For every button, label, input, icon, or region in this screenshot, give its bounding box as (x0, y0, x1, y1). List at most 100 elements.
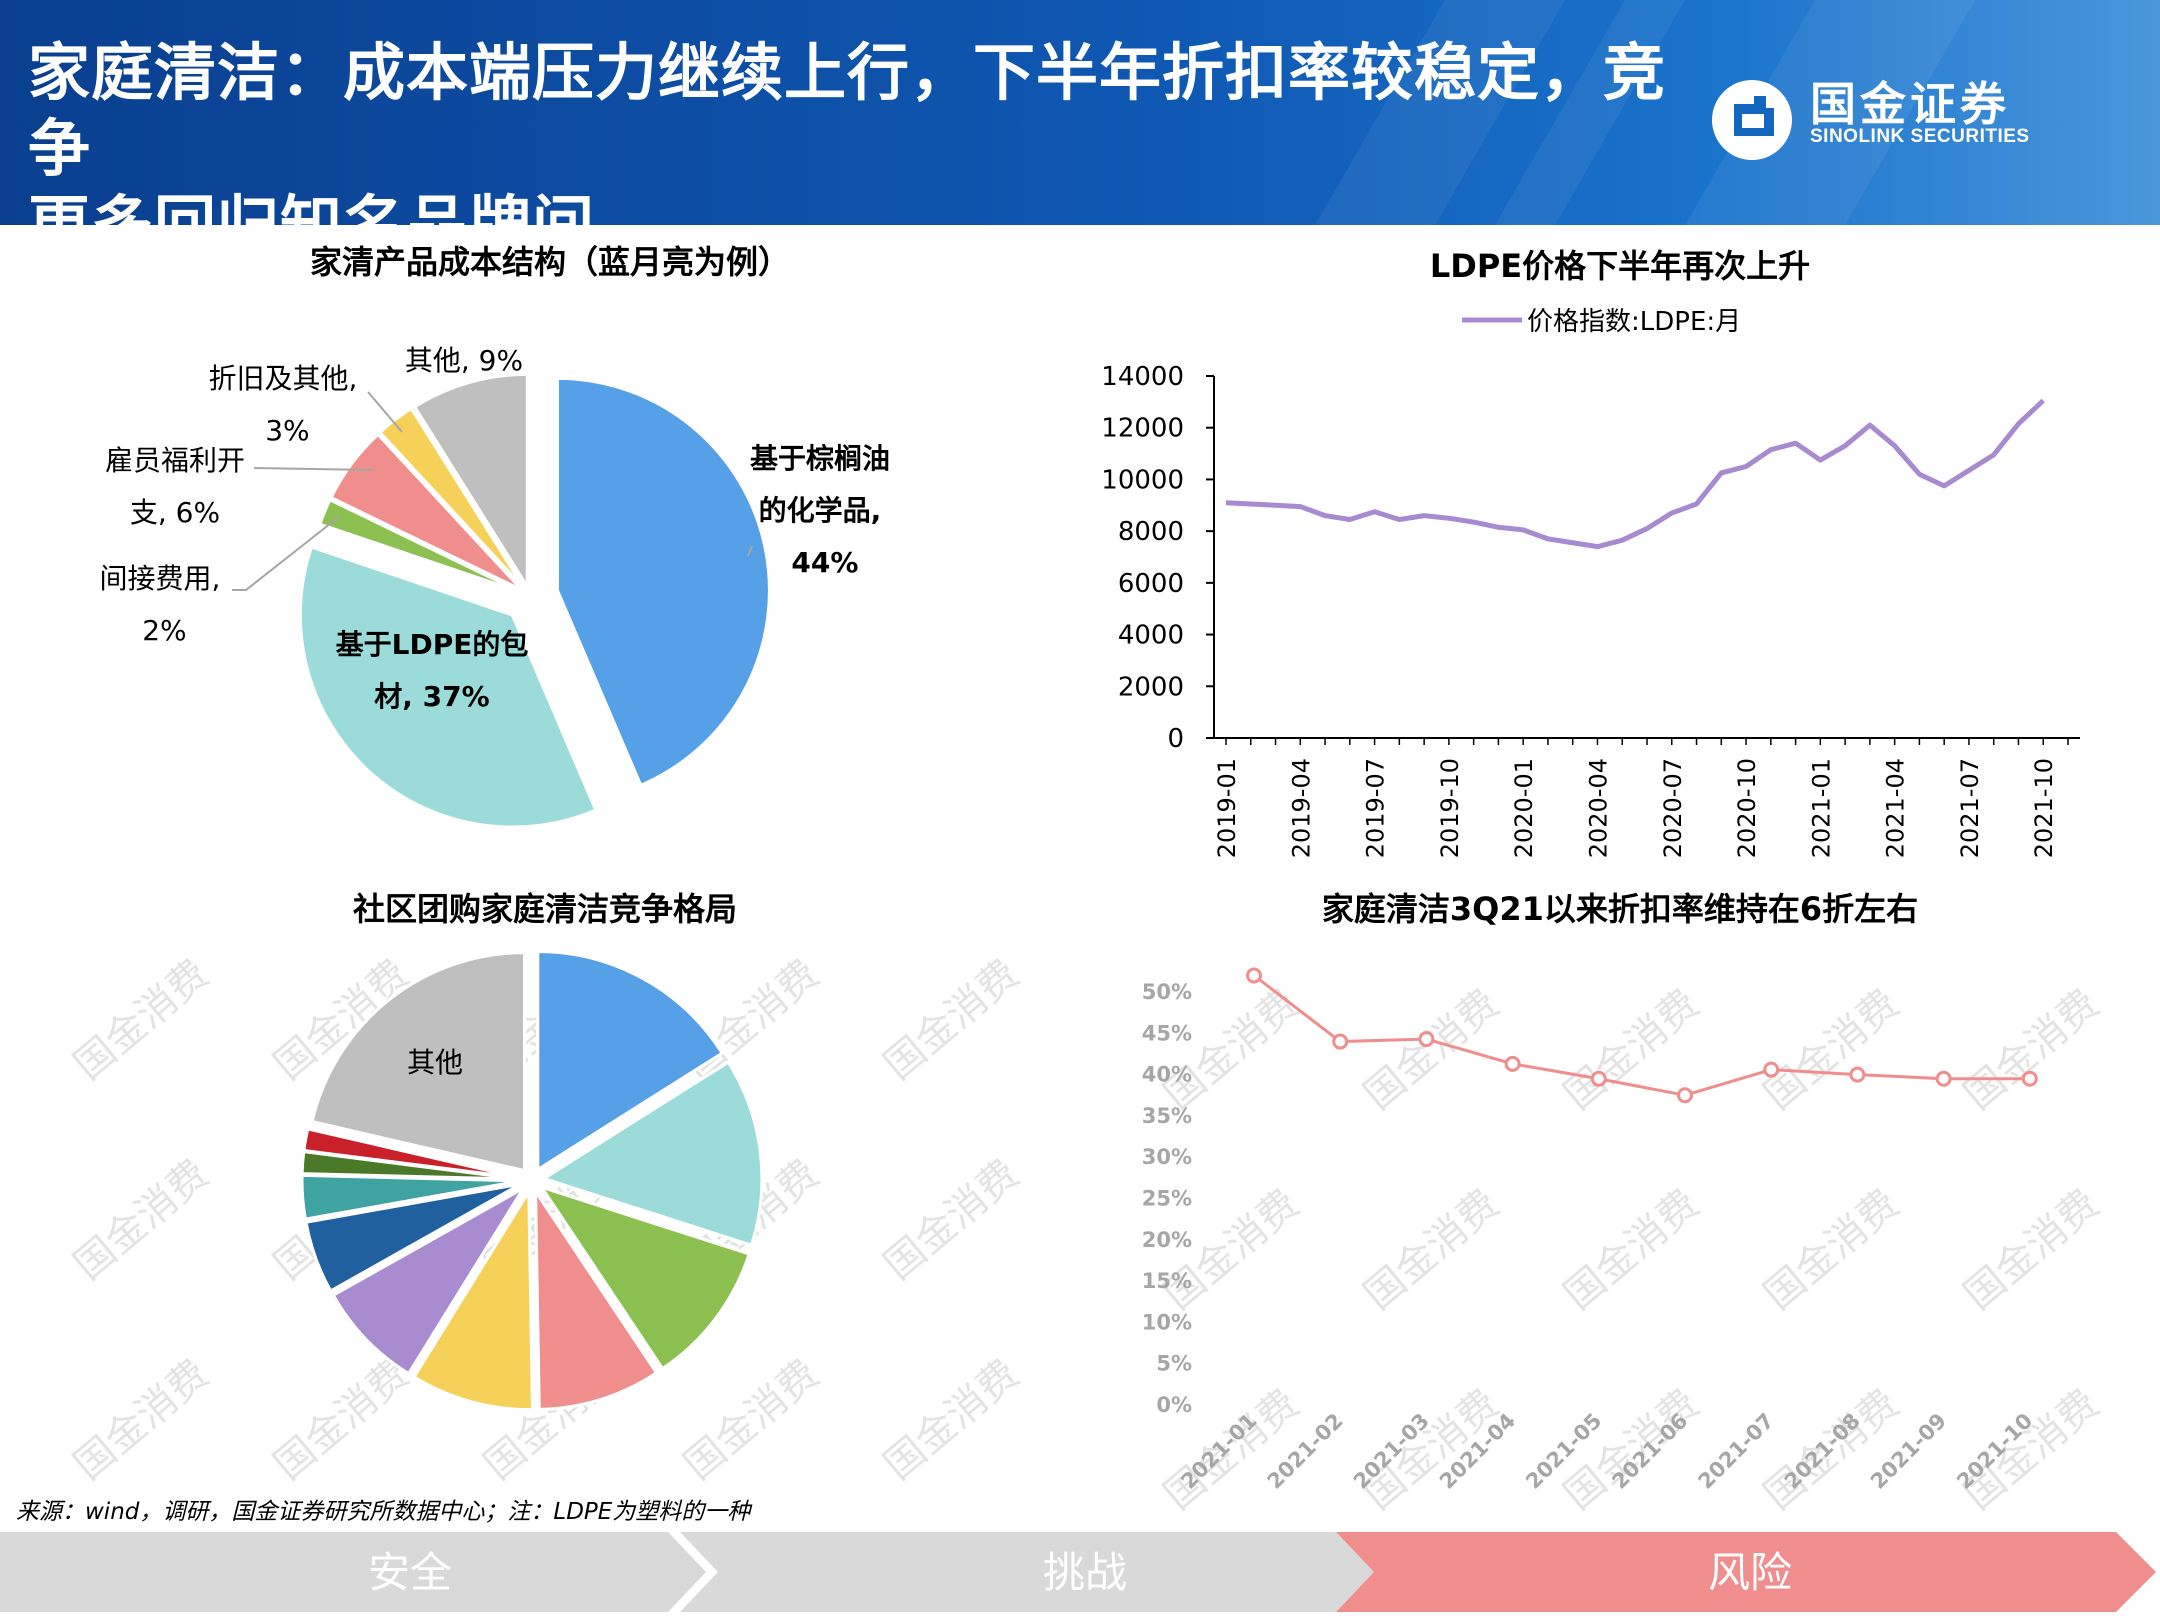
step-safe-label: 安全 (368, 1548, 452, 1597)
line2-point (1763, 1061, 1780, 1078)
pie1-slice-3 (329, 432, 524, 592)
pie1-leader-depreciation (367, 391, 403, 433)
footer-steps: 安全 挑战 风险 (0, 1532, 2156, 1612)
pie2-slice-3 (533, 1186, 659, 1411)
line1-x-tick-label: 2019-04 (1287, 758, 1315, 858)
line2-point (1935, 1070, 1952, 1087)
watermark-text: 国金消费 (1756, 981, 1908, 1119)
watermark-text: 国金消费 (1956, 1181, 2108, 1319)
page-title-line2: 更多回归知名品牌间 (28, 188, 596, 225)
pie2-slice-2 (537, 1184, 752, 1371)
watermark-text: 国金消费 (876, 1351, 1028, 1489)
pie2-slice-4 (411, 1186, 534, 1412)
line2-point (1504, 1055, 1521, 1072)
pie2-slice-6 (304, 1182, 522, 1293)
line1-x-tick-label: 2021-07 (1956, 758, 1984, 858)
line2-point (1246, 967, 1262, 984)
pie1-leader-indirect (232, 515, 341, 591)
pie2-slice-10 (310, 951, 527, 1173)
pie2-slice-7 (300, 1173, 521, 1221)
pie1-slice-4 (377, 406, 526, 590)
line1-y-tick-label: 12000 (1101, 414, 1184, 444)
line1-y-tick-label: 8000 (1118, 517, 1184, 547)
watermark-text: 国金消费 (676, 1351, 828, 1489)
pie2-label-other: 其他 (407, 1046, 463, 1079)
line2-y-tick-label: 10% (1142, 1310, 1192, 1334)
pie1-slice-1 (298, 545, 598, 829)
pie2-chart (300, 949, 764, 1412)
line1-x-tick-label: 2020-04 (1584, 758, 1612, 858)
line2-point (2021, 1070, 2038, 1087)
watermark-text: 国金消费 (66, 1351, 218, 1489)
line1-x-tick-label: 2020-07 (1659, 758, 1687, 858)
header-banner: 家庭清洁：成本端压力继续上行，下半年折扣率较稳定，竞争 更多回归知名品牌间 国金… (0, 0, 2160, 225)
line2-y-tick-label: 45% (1142, 1021, 1192, 1045)
pie2-title: 社区团购家庭清洁竞争格局 (353, 890, 737, 928)
page-title: 家庭清洁：成本端压力继续上行，下半年折扣率较稳定，竞争 更多回归知名品牌间 (28, 35, 1668, 225)
watermark-text: 国金消费 (1956, 981, 2108, 1119)
watermark-text: 国金消费 (1756, 1181, 1908, 1319)
line2-y-tick-label: 40% (1142, 1063, 1192, 1087)
line2-y-tick-label: 35% (1142, 1104, 1192, 1128)
step-risk-label: 风险 (1708, 1548, 1792, 1597)
watermark-text: 国金消费 (876, 951, 1028, 1089)
pie1-label-depreciation: 折旧及其他, 3% (209, 362, 358, 447)
step-safe (0, 1532, 706, 1612)
page-title-line1: 家庭清洁：成本端压力继续上行，下半年折扣率较稳定，竞争 (28, 36, 1667, 185)
line2-y-tick-label: 0% (1156, 1393, 1192, 1417)
step-risk (1336, 1532, 2156, 1612)
line1-chart: 0 2000 4000 6000 8000 10000 12000 14000 2019-01 2… (1101, 362, 2080, 858)
line1-x-tick-label: 2021-04 (1882, 758, 1910, 858)
watermark-text: 国金消费 (1356, 1181, 1508, 1319)
line1-x-tick-label: 2019-01 (1213, 758, 1241, 858)
company-logo: 国金证券 SINOLINK SECURITIES (1708, 68, 2128, 168)
pie1-label-employee: 雇员福利开支, 6% (105, 444, 245, 529)
line2-point (1590, 1070, 1607, 1087)
logo-text-en: SINOLINK SECURITIES (1810, 126, 2030, 147)
line2-title: 家庭清洁3Q21以来折扣率维持在6折左右 (1322, 890, 1918, 928)
line2-point (1418, 1031, 1435, 1048)
watermark-text: 国金消费 (876, 1151, 1028, 1289)
line1-x-tick-label: 2019-10 (1436, 758, 1464, 858)
pie2-slice-5 (331, 1187, 525, 1376)
step-challenge (680, 1532, 1374, 1612)
line1-x-tick-label: 2020-10 (1733, 758, 1761, 858)
line2-y-tick-label: 15% (1142, 1269, 1192, 1293)
line1-x-tick-label: 2021-01 (1807, 758, 1835, 858)
line1-y-tick-label: 0 (1167, 724, 1184, 754)
line1-title: LDPE价格下半年再次上升 (1430, 247, 1810, 285)
line1-y-tick-label: 10000 (1101, 465, 1184, 495)
line1-legend-label: 价格指数:LDPE:月 (1527, 307, 1741, 337)
line2-series (1253, 974, 2030, 1097)
line1-y-tick-label: 14000 (1101, 362, 1184, 392)
line2-point (1849, 1066, 1866, 1083)
pie2-labels: 其他 (407, 1046, 463, 1079)
line2-y-tick-label: 5% (1156, 1352, 1192, 1376)
watermark-text: 国金消费 (66, 951, 218, 1089)
line2-y-tick-label: 20% (1142, 1228, 1192, 1252)
line1-x-tick-label: 2020-01 (1510, 758, 1538, 858)
logo-text-cn: 国金证券 (1810, 77, 2010, 131)
pie1-label-palm: 基于棕榈油的化学品, 44% (750, 442, 890, 579)
pie1-slice-5 (412, 372, 529, 592)
watermark-text: 国金消费 (66, 1151, 218, 1289)
line1-series (1225, 398, 2045, 550)
pie1-slice-0 (555, 376, 771, 788)
pie2-slice-1 (540, 1060, 764, 1248)
pie2-slice-9 (302, 1127, 521, 1180)
pie1-label-ldpe: 基于LDPE的包材, 37% (336, 628, 529, 713)
line2-y-tick-label: 30% (1142, 1145, 1192, 1169)
line1-x-tick-label: 2021-10 (2030, 758, 2058, 858)
line1-y-tick-label: 6000 (1118, 569, 1184, 599)
logo-mark-icon (1712, 80, 1792, 160)
line2-y-tick-label: 25% (1142, 1187, 1192, 1211)
watermark-text: 国金消费 (266, 1351, 418, 1489)
line1-y-tick-label: 4000 (1118, 621, 1184, 651)
watermark-text: 国金消费 (1356, 981, 1508, 1119)
line1-y-tick-label: 2000 (1118, 672, 1184, 702)
pie1-leader-palm (747, 545, 753, 557)
watermark-text: 国金消费 (1556, 1181, 1708, 1319)
line1-x-tick-label: 2019-07 (1362, 758, 1390, 858)
pie1-labels: 基于棕榈油的化学品, 44% 基于LDPE的包材, 37% 间接费用, 2% 雇员福利… (100, 344, 890, 713)
